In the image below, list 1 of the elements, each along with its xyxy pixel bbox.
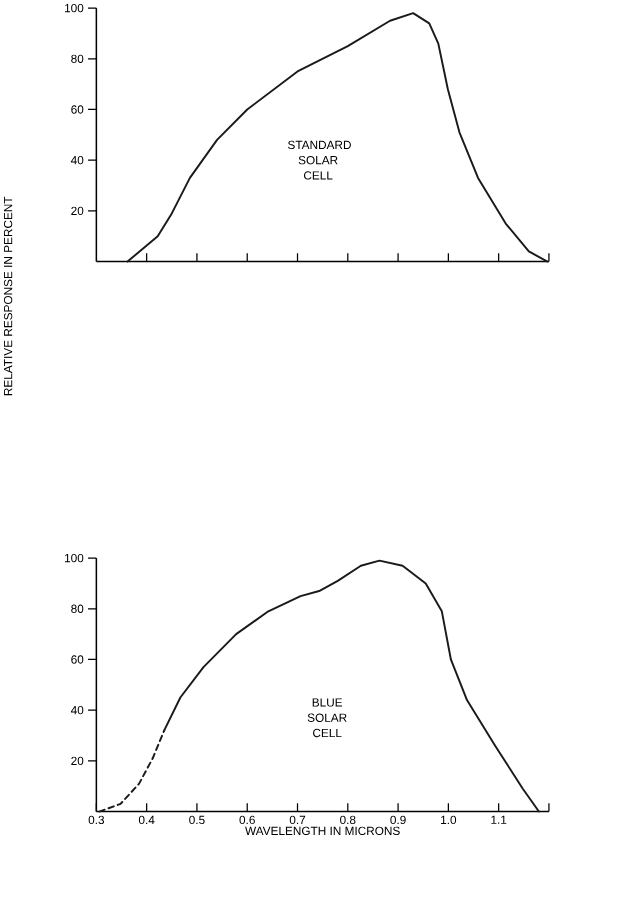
line-series <box>127 12 549 263</box>
